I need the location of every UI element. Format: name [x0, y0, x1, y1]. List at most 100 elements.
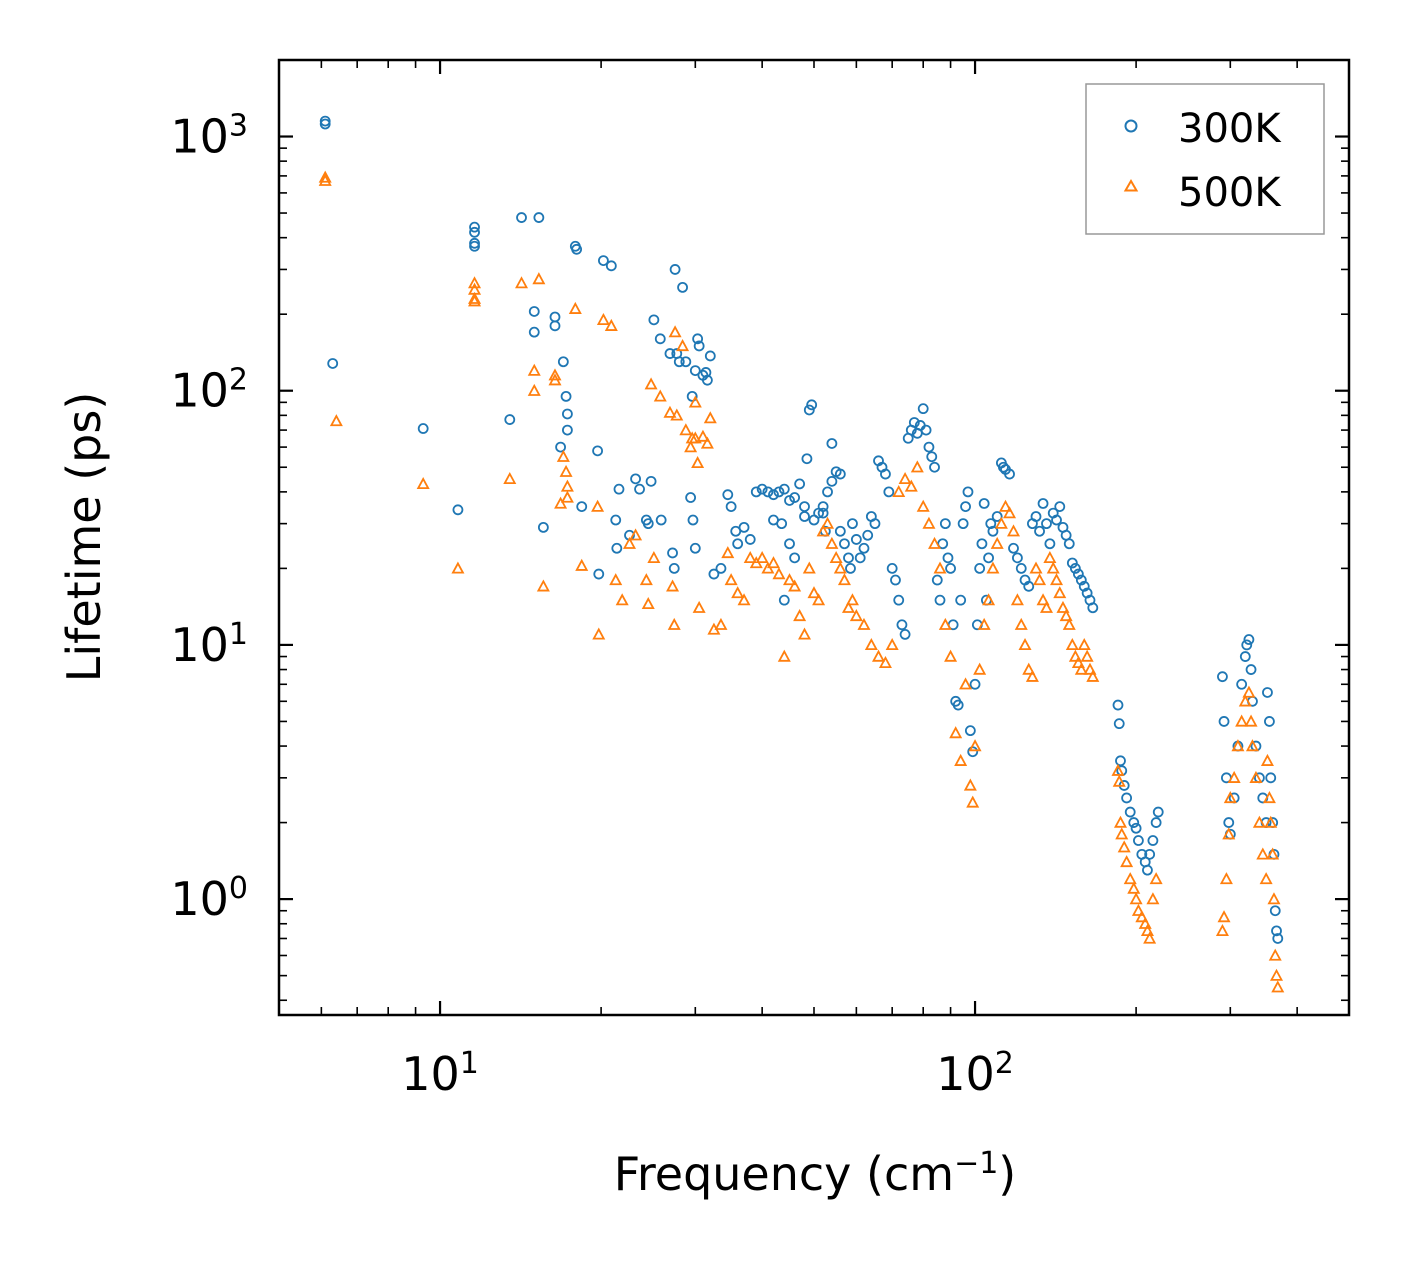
point-300k [964, 725, 976, 737]
point-300k [845, 562, 856, 574]
point-500k [1050, 573, 1064, 586]
point-300k [417, 423, 429, 434]
point-500k [743, 550, 757, 564]
point-300k [593, 568, 605, 580]
point-500k [783, 573, 797, 586]
point-500k [700, 436, 714, 449]
point-500k [609, 573, 623, 586]
point-500k [503, 471, 517, 485]
point-500k [821, 516, 835, 529]
point-500k [676, 339, 690, 352]
point-500k [998, 499, 1013, 512]
point-500k [548, 373, 562, 386]
point-300k [1147, 835, 1159, 846]
point-500k [670, 408, 684, 421]
point-500k [833, 561, 847, 574]
point-300k [799, 511, 810, 522]
point-300k [549, 311, 561, 323]
point-500k [556, 449, 570, 462]
point-500k [807, 586, 821, 599]
point-300k [669, 264, 681, 275]
point-300k [1078, 580, 1090, 592]
point-500k [1231, 739, 1245, 752]
point-500k [559, 464, 573, 477]
point-300k [689, 542, 701, 554]
point-300k [822, 486, 833, 498]
point-300k [667, 547, 678, 559]
point-500k [639, 573, 653, 586]
point-300k [1150, 817, 1162, 828]
point-500k [798, 627, 812, 640]
point-500k [994, 516, 1008, 529]
point-300k [555, 441, 566, 453]
point-500k [1112, 774, 1126, 787]
point-300k [1223, 817, 1235, 828]
point-500k [1039, 600, 1054, 613]
point-500k [1268, 948, 1282, 961]
point-500k [1014, 617, 1028, 630]
point-500k [1264, 815, 1278, 828]
y-tick-label: 103 [170, 108, 248, 164]
point-500k [812, 593, 826, 606]
point-300k [738, 521, 750, 533]
point-300k [1245, 664, 1257, 675]
legend-marker-500k [1123, 179, 1139, 192]
point-500k [451, 561, 465, 574]
point-300k [920, 424, 932, 436]
point-300k [967, 746, 979, 758]
point-500k [825, 536, 839, 549]
point-300k [817, 501, 829, 513]
point-500k [959, 677, 973, 690]
point-300k [987, 525, 999, 537]
point-500k [1223, 791, 1237, 804]
point-300k [560, 390, 572, 402]
point-300k [1063, 538, 1075, 550]
point-500k [1080, 649, 1094, 662]
point-500k [568, 301, 582, 314]
point-500k [1022, 662, 1036, 675]
point-500k [596, 312, 610, 326]
point-500k [1260, 753, 1274, 766]
point-500k [1235, 714, 1249, 727]
point-300k [1265, 772, 1277, 784]
y-axis-label: Lifetime (ps) [57, 392, 111, 683]
point-300k [991, 511, 1003, 522]
tick-marks [278, 59, 1350, 1015]
point-500k [468, 276, 482, 289]
point-500k [1036, 593, 1050, 606]
point-300k [1236, 678, 1248, 690]
point-300k [744, 534, 756, 545]
point-300k [1023, 580, 1035, 592]
point-500k [1115, 827, 1129, 840]
point-300k [654, 333, 666, 345]
point-500k [731, 586, 745, 599]
point-500k [1029, 561, 1043, 574]
point-300k [784, 538, 795, 550]
point-500k [532, 272, 546, 285]
point-500k [329, 414, 343, 427]
point-500k [629, 528, 643, 541]
x-tick-label: 101 [401, 1046, 479, 1102]
point-500k [692, 600, 706, 613]
point-500k [829, 550, 843, 564]
point-300k [854, 552, 866, 564]
point-300k [1041, 518, 1052, 530]
point-500k [591, 499, 605, 512]
point-500k [1245, 739, 1259, 752]
point-300k [516, 212, 527, 223]
point-300k [923, 441, 935, 453]
point-500k [871, 649, 886, 662]
point-500k [647, 550, 661, 564]
x-tick-label: 102 [936, 1046, 1014, 1102]
point-300k [899, 628, 911, 640]
legend-label-300k: 300K [1178, 106, 1282, 152]
point-300k [998, 461, 1009, 473]
point-500k [816, 524, 830, 537]
point-300k [1087, 602, 1099, 614]
point-500k [1018, 638, 1032, 651]
point-500k [691, 456, 705, 469]
point-500k [772, 567, 786, 580]
point-500k [1256, 847, 1270, 860]
point-500k [548, 368, 562, 381]
